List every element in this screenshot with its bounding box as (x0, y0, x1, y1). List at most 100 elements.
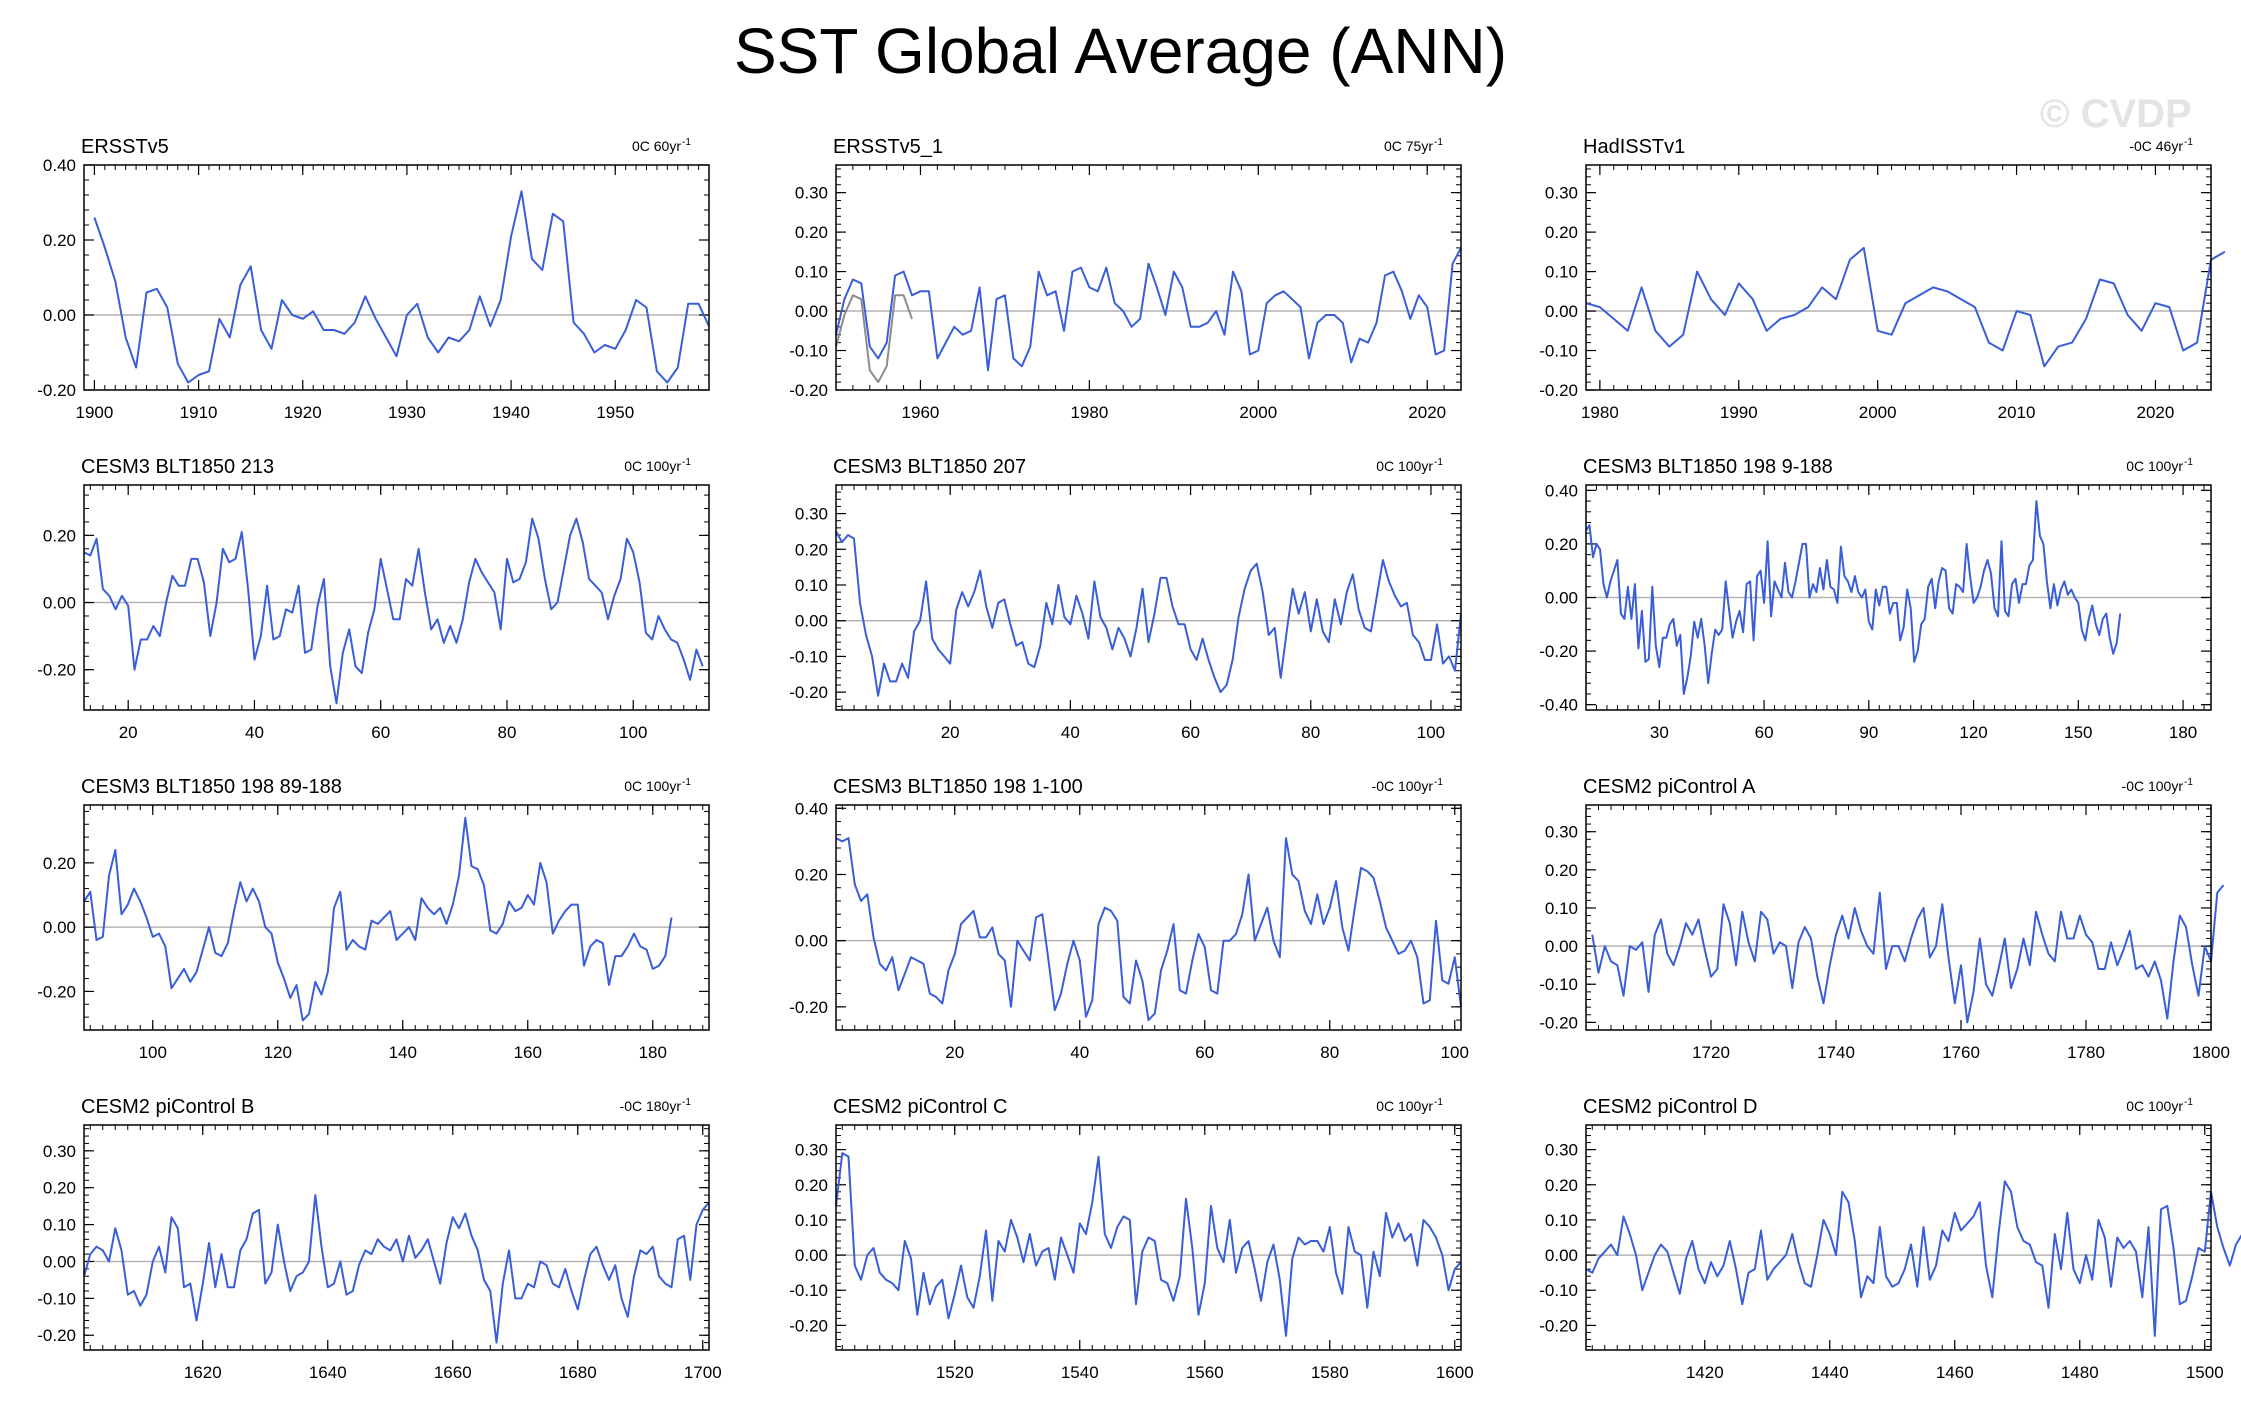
panel-8: CESM3 BLT1850 198 1-100 -0C 100yr -1 0.40 0.… (789, 776, 1469, 1062)
y-tick-label: -0.10 (1539, 342, 1578, 361)
trend-label: 0C 100yr (624, 458, 681, 474)
trend-label: 0C 100yr (2126, 1098, 2183, 1114)
panel-4: CESM3 BLT1850 213 0C 100yr -1 0.20 0.00 -0.20… (37, 456, 710, 742)
trend-label: 0C 100yr (624, 778, 681, 794)
y-tick-label: 0.30 (1545, 1141, 1578, 1160)
y-tick-label: 0.20 (1545, 535, 1578, 554)
trend-label: -0C 46yr (2129, 138, 2183, 154)
y-tick-label: 0.20 (43, 854, 76, 873)
x-tick-label: 30 (1650, 723, 1669, 742)
panel-title: CESM2 piControl C (833, 1096, 1008, 1118)
y-tick-label: -0.10 (789, 647, 828, 666)
x-tick-label: 1680 (559, 1363, 597, 1382)
y-tick-label: 0.20 (795, 223, 828, 242)
y-tick-label: -0.20 (37, 982, 76, 1001)
x-tick-label: 120 (264, 1043, 292, 1062)
y-tick-label: 0.20 (43, 1179, 76, 1198)
series-line (1585, 500, 2122, 695)
trend-label: -0C 180yr (620, 1098, 682, 1114)
y-tick-label: -0.10 (1539, 975, 1578, 994)
y-tick-label: 0.10 (1545, 263, 1578, 282)
panel-title: CESM2 piControl A (1583, 776, 1756, 798)
x-tick-label: 80 (498, 723, 517, 742)
x-tick-label: 1740 (1817, 1043, 1855, 1062)
y-tick-label: 0.20 (795, 865, 828, 884)
plot-frame (1585, 484, 2212, 711)
plot-frame (83, 484, 710, 711)
y-tick-label: -0.20 (789, 1316, 828, 1335)
x-tick-label: 1540 (1061, 1363, 1099, 1382)
y-tick-label: 0.00 (795, 302, 828, 321)
y-tick-label: 0.00 (1545, 302, 1578, 321)
x-tick-label: 100 (139, 1043, 167, 1062)
panel-title: HadISSTv1 (1583, 136, 1685, 158)
plot-frame (835, 484, 1462, 711)
panel-title: ERSSTv5 (81, 136, 169, 158)
panel-title: CESM2 piControl D (1583, 1096, 1758, 1118)
y-tick-label: 0.40 (43, 156, 76, 175)
y-tick-label: 0.00 (43, 918, 76, 937)
trend-exponent: -1 (1434, 457, 1443, 468)
y-tick-label: 0.20 (1545, 223, 1578, 242)
trend-exponent: -1 (1434, 1097, 1443, 1108)
x-tick-label: 180 (2169, 723, 2197, 742)
y-tick-label: 0.30 (795, 1141, 828, 1160)
x-tick-label: 100 (1441, 1043, 1469, 1062)
plot-frame (835, 164, 1462, 391)
page-title: SST Global Average (ANN) (733, 15, 1508, 87)
y-tick-label: 0.30 (795, 184, 828, 203)
panel-title: CESM2 piControl B (81, 1096, 254, 1118)
panel-5: CESM3 BLT1850 207 0C 100yr -1 0.30 0.20 0.10 0… (789, 456, 1462, 742)
series-line (93, 190, 710, 384)
panel-6: CESM3 BLT1850 198 9-188 0C 100yr -1 0.40 0.2… (1539, 456, 2212, 742)
panel-title: CESM3 BLT1850 198 89-188 (81, 776, 342, 798)
x-tick-label: 2000 (1859, 403, 1897, 422)
x-tick-label: 1440 (1811, 1363, 1849, 1382)
x-tick-label: 100 (1417, 723, 1445, 742)
x-tick-label: 2020 (1408, 403, 1446, 422)
y-tick-label: 0.20 (1545, 861, 1578, 880)
y-tick-label: 0.00 (43, 306, 76, 325)
x-tick-label: 1640 (309, 1363, 347, 1382)
x-tick-label: 150 (2064, 723, 2092, 742)
y-tick-label: 0.10 (795, 263, 828, 282)
panel-9: CESM2 piControl A -0C 100yr -1 0.30 0.20 0.10… (1539, 776, 2230, 1062)
panel-3: HadISSTv1 -0C 46yr -1 0.30 0.20 0.10 0.00 -0.10… (1539, 136, 2226, 422)
x-tick-label: 1780 (2067, 1043, 2105, 1062)
x-tick-label: 1950 (596, 403, 634, 422)
plot-frame (835, 804, 1462, 1031)
x-tick-label: 40 (245, 723, 264, 742)
x-tick-label: 1660 (434, 1363, 472, 1382)
y-tick-label: 0.10 (43, 1216, 76, 1235)
x-tick-label: 20 (941, 723, 960, 742)
y-tick-label: 0.40 (1545, 481, 1578, 500)
y-tick-label: -0.20 (789, 381, 828, 400)
trend-label: 0C 100yr (1376, 1098, 1433, 1114)
trend-label: -0C 100yr (1372, 778, 1434, 794)
x-tick-label: 20 (119, 723, 138, 742)
plot-frame (1585, 164, 2212, 391)
x-tick-label: 180 (639, 1043, 667, 1062)
series-line (1585, 246, 2226, 368)
plot-frame (83, 1124, 710, 1351)
trend-label: 0C 100yr (2126, 458, 2183, 474)
series-line (835, 1152, 1462, 1337)
x-tick-label: 80 (1301, 723, 1320, 742)
x-tick-label: 40 (1070, 1043, 1089, 1062)
x-tick-label: 100 (619, 723, 647, 742)
y-tick-label: 0.20 (795, 540, 828, 559)
y-tick-label: 0.00 (795, 612, 828, 631)
y-tick-label: 0.00 (1545, 589, 1578, 608)
x-tick-label: 60 (1755, 723, 1774, 742)
y-tick-label: 0.20 (795, 1176, 828, 1195)
x-tick-label: 1960 (902, 403, 940, 422)
x-tick-label: 40 (1061, 723, 1080, 742)
panel-title: ERSSTv5_1 (833, 136, 943, 158)
panel-title: CESM3 BLT1850 198 9-188 (1583, 456, 1833, 478)
y-tick-label: 0.40 (795, 799, 828, 818)
x-tick-label: 2020 (2137, 403, 2175, 422)
y-tick-label: 0.10 (1545, 899, 1578, 918)
x-tick-label: 1760 (1942, 1043, 1980, 1062)
watermark: © CVDP (2040, 92, 2192, 136)
x-tick-label: 1930 (388, 403, 426, 422)
